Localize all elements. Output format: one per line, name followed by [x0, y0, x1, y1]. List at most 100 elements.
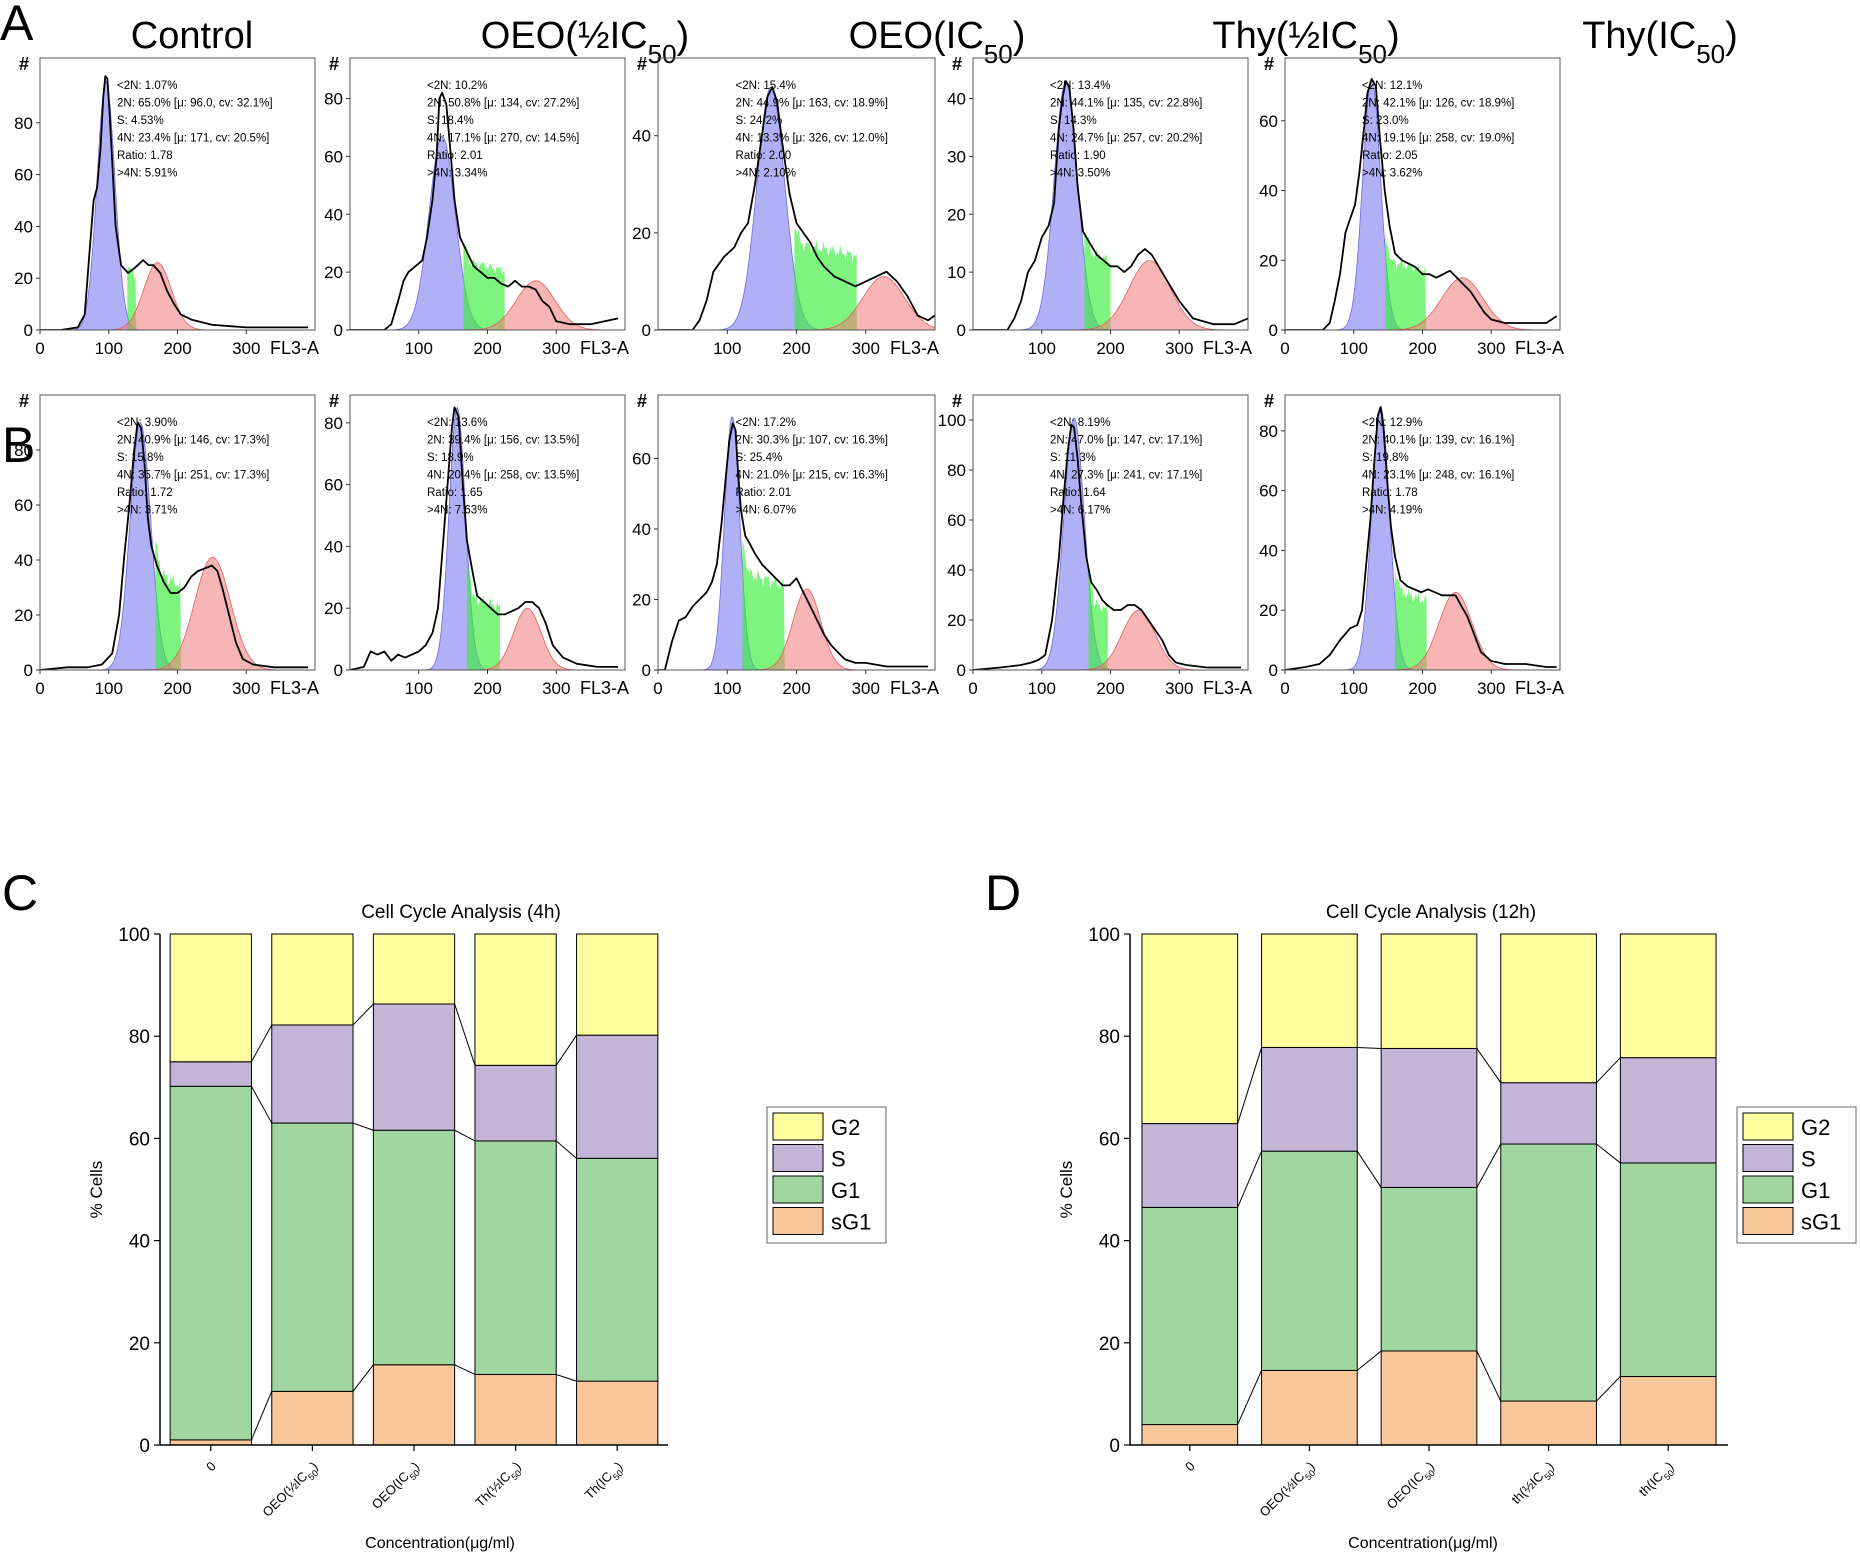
hist-b-control-ytick-label: 40	[14, 551, 33, 570]
hist-b-oeo-ic50-ytick-label: 0	[642, 661, 651, 680]
hist-a-thy-ic50: 0 20 40 60 #0 100 200 300 FL3-A <2N: 12.1% 2N: 42.…	[1259, 54, 1564, 358]
bar-d-ytick-label: 100	[1088, 925, 1120, 946]
panel-letter-c: C	[2, 865, 38, 921]
hist-b-thy-half-ic50-y-symbol: #	[952, 391, 962, 411]
hist-b-control-stat-line: <2N: 3.90%	[117, 417, 177, 429]
hist-b-thy-half-ic50-xtick-label: 100	[1028, 679, 1056, 698]
hist-b-control-ytick-label: 20	[14, 606, 33, 625]
hist-a-thy-ic50-plot	[1285, 77, 1560, 330]
hist-b-oeo-half-ic50-ytick-label: 60	[324, 476, 343, 495]
hist-b-oeo-half-ic50-g2-fit	[350, 607, 625, 670]
hist-a-oeo-ic50-xtick-label: 100	[713, 339, 741, 358]
hist-a-control-stat-line: 4N: 23.4% [μ: 171, cv: 20.5%]	[117, 133, 269, 145]
hist-a-thy-ic50-ytick-label: 20	[1259, 251, 1278, 270]
hist-b-thy-half-ic50-xtick-label: 300	[1165, 679, 1193, 698]
hist-b-oeo-ic50-stat-line: <2N: 17.2%	[736, 417, 796, 429]
hist-b-oeo-half-ic50-y-symbol: #	[329, 391, 339, 411]
hist-a-oeo-ic50-g2-fit	[658, 276, 935, 330]
hist-b-thy-half-ic50-s-phase	[1088, 569, 1108, 670]
bar-c-legend-label-g1: G1	[831, 1178, 860, 1203]
bar-c-bar-s	[576, 1034, 659, 1159]
hist-b-thy-half-ic50-stat-line: <2N: 8.19%	[1050, 417, 1110, 429]
hist-b-oeo-ic50-xtick-label: 200	[782, 679, 810, 698]
hist-a-thy-ic50-xtick-label: 0	[1280, 339, 1289, 358]
hist-b-control-xtick-label: 200	[163, 679, 191, 698]
bar-c-legend-swatch-s	[772, 1144, 824, 1172]
hist-b-thy-ic50-ytick-label: 80	[1259, 422, 1278, 441]
bar-d-bar-s	[1619, 1057, 1717, 1164]
hist-b-thy-half-ic50-ytick-label: 100	[938, 411, 966, 430]
bar-d-connector	[1356, 1150, 1382, 1188]
hist-b-control-stat-line: >4N: 3.71%	[117, 505, 177, 517]
hist-b-thy-half-ic50-g2-fit	[973, 609, 1248, 670]
hist-a-oeo-ic50-stat-line: 4N: 13.3% [μ: 326, cv: 12.0%]	[736, 133, 888, 145]
hist-a-thy-half-ic50-stat-line: S: 14.3%	[1050, 115, 1097, 127]
hist-a-oeo-ic50: 0 20 40 #100 200 300 FL3-A <2N: 15.4% 2N: 44.9% …	[632, 54, 939, 358]
hist-a-oeo-half-ic50-xtick-label: 100	[405, 339, 433, 358]
hist-b-oeo-ic50-stat-line: >4N: 6.07%	[736, 505, 796, 517]
bar-d-ytick-label: 20	[1099, 1334, 1120, 1355]
hist-b-oeo-ic50-stat-line: Ratio: 2.01	[736, 487, 792, 499]
bar-c-bar-g2	[474, 933, 557, 1066]
bar-c-ytick-label: 0	[139, 1436, 150, 1457]
column-title-oeo-half: OEO(½IC50)	[481, 15, 689, 69]
bar-d-bar-g1	[1500, 1143, 1597, 1402]
hist-a-oeo-half-ic50-ytick-label: 20	[324, 263, 343, 282]
hist-b-thy-half-ic50-stat-line: 2N: 47.0% [μ: 147, cv: 17.1%]	[1050, 435, 1202, 447]
hist-b-oeo-half-ic50-x-label: FL3-A	[580, 678, 629, 698]
bar-d-connector	[1237, 1150, 1263, 1208]
hist-a-control-g1-fit	[40, 80, 315, 330]
bar-d-bar-g2	[1619, 933, 1717, 1059]
hist-b-control-ytick-label: 60	[14, 496, 33, 515]
hist-b-oeo-half-ic50-xtick-label: 300	[542, 679, 570, 698]
hist-a-oeo-ic50-stat-line: >4N: 2.10%	[736, 168, 796, 180]
hist-a-thy-half-ic50-x-label: FL3-A	[1203, 338, 1252, 358]
bar-c-ytick-label: 100	[118, 925, 150, 946]
hist-a-oeo-ic50-xtick-label: 300	[852, 339, 880, 358]
hist-a-thy-ic50-ytick-label: 60	[1259, 112, 1278, 131]
hist-a-thy-half-ic50-y-symbol: #	[952, 54, 962, 74]
hist-b-oeo-half-ic50-data-curve	[350, 406, 619, 670]
hist-b-control: 0 20 40 60 80 #0 100 200 300 FL3-A <2N: 3.90% 2N: 4…	[14, 391, 319, 698]
bar-d-connector	[1596, 1143, 1621, 1164]
bar-d-ytick-label: 40	[1099, 1232, 1120, 1253]
hist-b-control-x-label: FL3-A	[270, 678, 319, 698]
hist-a-oeo-ic50-x-label: FL3-A	[890, 338, 939, 358]
hist-b-oeo-half-ic50-s-phase	[466, 550, 500, 670]
hist-b-oeo-ic50-ytick-label: 40	[632, 520, 651, 539]
hist-b-thy-ic50-stat-line: <2N: 12.9%	[1362, 417, 1422, 429]
hist-b-oeo-ic50-xtick-label: 300	[852, 679, 880, 698]
bar-c-ytick-label: 40	[129, 1232, 150, 1253]
hist-b-thy-ic50-xtick-label: 100	[1340, 679, 1368, 698]
bar-c-bar-g1	[372, 1129, 456, 1366]
bar-c-bar-s	[474, 1064, 557, 1142]
hist-b-oeo-half-ic50-stat-line: >4N: 7.63%	[427, 505, 487, 517]
hist-b-thy-half-ic50-xtick-label: 200	[1096, 679, 1124, 698]
hist-a-thy-ic50-ytick-label: 0	[1269, 321, 1278, 340]
hist-b-oeo-ic50-s-phase	[742, 540, 785, 670]
stacked-bar-chart-12h: Cell Cycle Analysis (12h) 0 20 40 60 80 100 % C…	[1057, 902, 1857, 1552]
hist-b-thy-ic50-stat-line: 4N: 23.1% [μ: 248, cv: 16.1%]	[1362, 470, 1514, 482]
hist-a-thy-ic50-xtick-label: 100	[1340, 339, 1368, 358]
bar-d-legend-swatch-sg1	[1742, 1207, 1794, 1235]
bar-c-connector	[352, 1364, 374, 1392]
bar-d-connector	[1356, 1350, 1382, 1371]
hist-a-oeo-half-ic50-xtick-label: 200	[473, 339, 501, 358]
hist-b-thy-ic50-y-symbol: #	[1264, 391, 1274, 411]
hist-b-oeo-ic50-stat-line: S: 25.4%	[736, 452, 783, 464]
bar-d-bar-g1	[1141, 1206, 1239, 1426]
hist-a-thy-half-ic50-xtick-label: 200	[1096, 339, 1124, 358]
hist-a-thy-half-ic50-stat-line: 2N: 44.1% [μ: 135, cv: 22.8%]	[1050, 98, 1202, 110]
hist-a-thy-ic50-stat-line: 2N: 42.1% [μ: 126, cv: 18.9%]	[1362, 98, 1514, 110]
hist-a-control-x-label: FL3-A	[270, 338, 319, 358]
bar-d-connector	[1596, 1057, 1621, 1084]
hist-a-thy-ic50-stat-line: Ratio: 2.05	[1362, 150, 1418, 162]
hist-b-thy-ic50-s-phase	[1395, 564, 1427, 670]
hist-a-oeo-half-ic50-data-curve	[350, 91, 619, 330]
hist-b-oeo-half-ic50-stat-line: S: 18.9%	[427, 452, 474, 464]
bar-c-bar-g2	[169, 933, 252, 1063]
bar-c-bar-g2	[576, 933, 659, 1036]
hist-b-thy-half-ic50-ytick-label: 0	[957, 661, 966, 680]
hist-b-oeo-ic50-data-curve	[658, 422, 929, 670]
hist-b-control-s-phase	[155, 542, 181, 670]
